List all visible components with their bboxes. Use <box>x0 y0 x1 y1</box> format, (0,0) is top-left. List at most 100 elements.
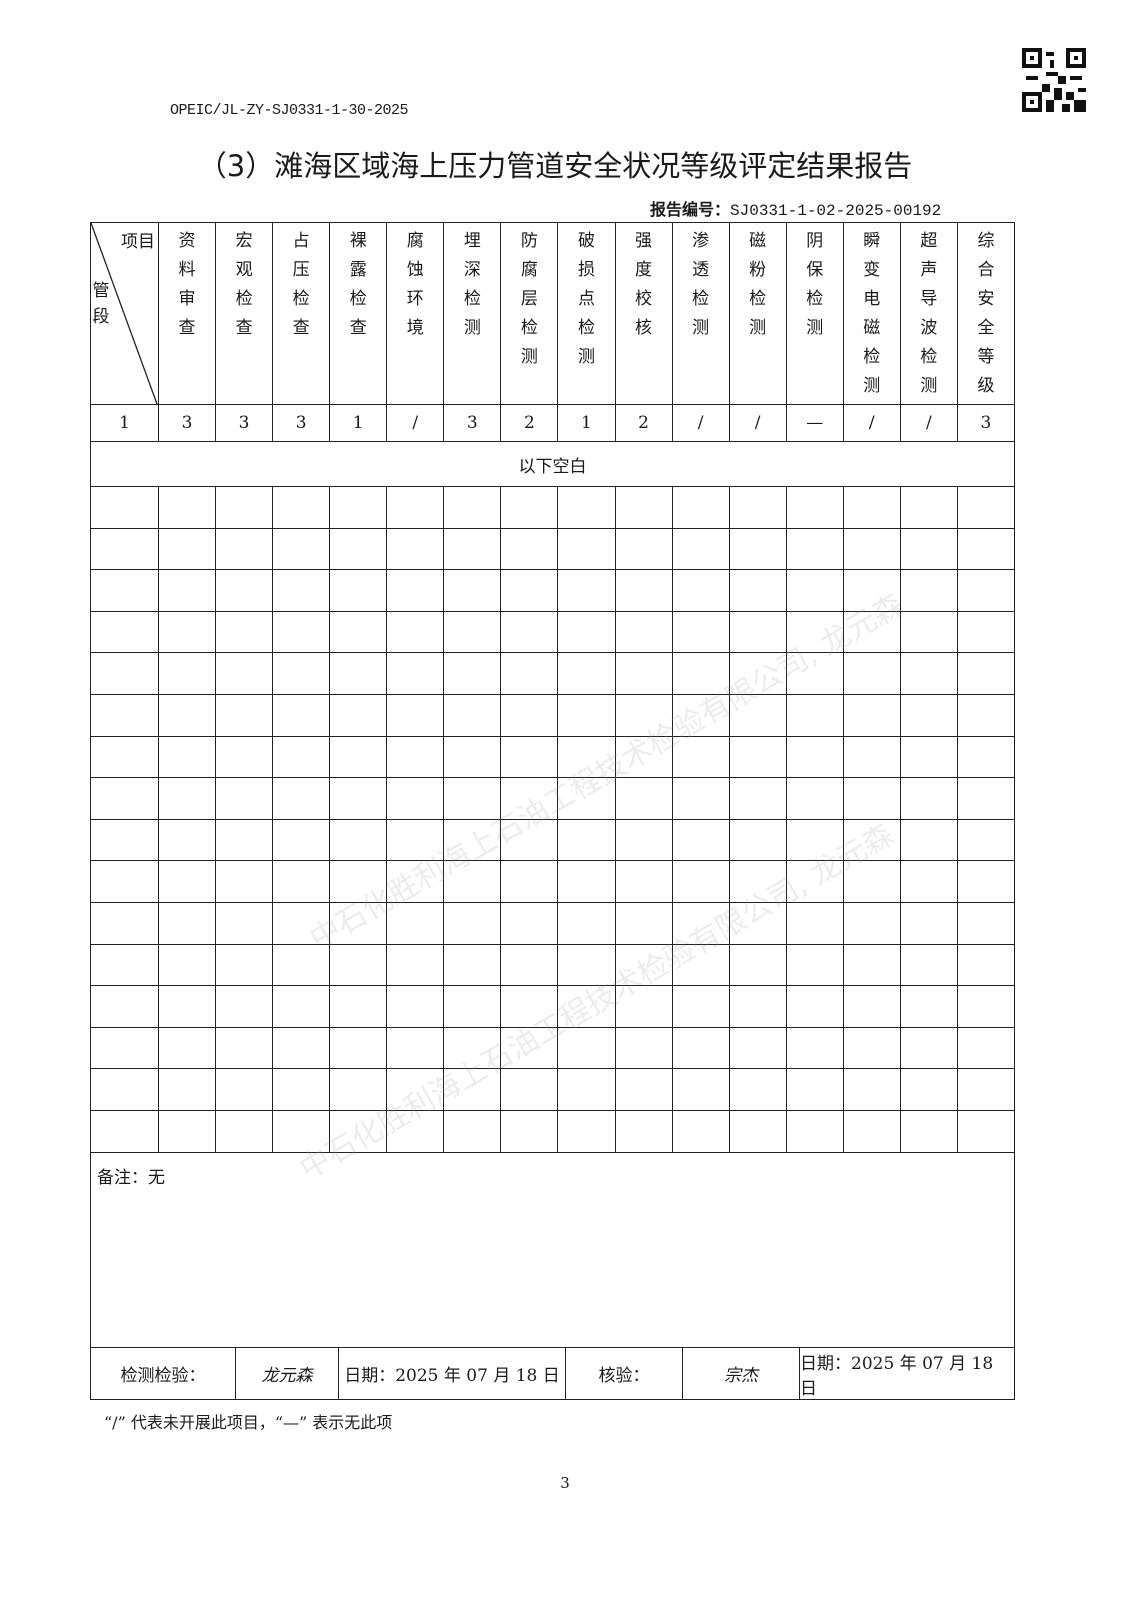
empty-cell <box>614 818 673 862</box>
empty-cell <box>728 818 787 862</box>
empty-cell <box>671 777 730 820</box>
empty-cell <box>899 1026 958 1070</box>
empty-cell <box>842 985 901 1028</box>
empty-cell <box>386 1109 445 1153</box>
table-cell: 3 <box>956 404 1016 442</box>
empty-cell <box>215 652 274 695</box>
report-number: 报告编号：SJ0331-1-02-2025-00192 <box>650 196 941 220</box>
empty-row <box>90 985 1016 1028</box>
empty-cell <box>500 1068 559 1111</box>
empty-cell <box>443 901 502 945</box>
empty-cell <box>785 569 844 612</box>
empty-cell <box>215 901 274 945</box>
empty-cell <box>329 777 388 820</box>
column-header-text: 渗透检测 <box>692 231 710 338</box>
empty-cell <box>557 610 616 654</box>
empty-row <box>90 652 1016 695</box>
empty-cell <box>842 693 901 737</box>
column-header-text: 宏观检查 <box>235 231 253 338</box>
empty-cell <box>899 943 958 987</box>
empty-cell <box>557 777 616 820</box>
empty-cell <box>557 735 616 779</box>
column-header: 裸露检查 <box>329 222 388 405</box>
empty-cell <box>899 777 958 820</box>
empty-cell <box>899 610 958 654</box>
empty-cell <box>785 860 844 903</box>
column-header: 破损点检测 <box>557 222 616 405</box>
column-header-text: 破损点检测 <box>577 231 595 367</box>
empty-cell <box>215 777 274 820</box>
table-cell: / <box>899 404 958 442</box>
empty-cell <box>614 985 673 1028</box>
empty-cell <box>956 1109 1016 1153</box>
empty-cell <box>157 735 217 779</box>
empty-cell <box>157 943 217 987</box>
empty-cell <box>157 901 217 945</box>
empty-cell <box>157 1068 217 1111</box>
empty-cell <box>272 1068 331 1111</box>
empty-cell <box>671 985 730 1028</box>
empty-cell <box>272 1026 331 1070</box>
empty-cell <box>557 486 616 529</box>
empty-cell <box>842 943 901 987</box>
empty-row <box>90 860 1016 903</box>
blank-row: 以下空白 <box>90 441 1015 487</box>
empty-cell <box>842 735 901 779</box>
empty-row <box>90 901 1016 945</box>
empty-cell <box>956 901 1016 945</box>
table-cell: / <box>671 404 730 442</box>
empty-cell <box>500 901 559 945</box>
empty-cell <box>671 652 730 695</box>
empty-cell <box>90 1026 159 1070</box>
empty-cell <box>956 610 1016 654</box>
empty-cell <box>443 1026 502 1070</box>
empty-cell <box>443 527 502 571</box>
empty-row <box>90 610 1016 654</box>
empty-cell <box>785 777 844 820</box>
empty-cell <box>215 1068 274 1111</box>
footnote: “/” 代表未开展此项目，“—” 表示无此项 <box>104 1413 393 1432</box>
empty-cell <box>728 527 787 571</box>
empty-cell <box>329 901 388 945</box>
empty-row <box>90 1026 1016 1070</box>
empty-cell <box>785 735 844 779</box>
empty-cell <box>272 777 331 820</box>
empty-cell <box>215 860 274 903</box>
empty-cell <box>785 527 844 571</box>
column-header: 占压检查 <box>272 222 331 405</box>
empty-cell <box>386 943 445 987</box>
empty-cell <box>842 652 901 695</box>
column-header: 超声导波检测 <box>899 222 958 405</box>
empty-cell <box>671 901 730 945</box>
empty-cell <box>443 777 502 820</box>
empty-cell <box>557 1026 616 1070</box>
empty-cell <box>329 1068 388 1111</box>
empty-cell <box>386 860 445 903</box>
empty-cell <box>614 610 673 654</box>
empty-cell <box>443 652 502 695</box>
remarks-box: 备注：无 <box>90 1153 1015 1348</box>
empty-cell <box>157 693 217 737</box>
empty-cell <box>386 693 445 737</box>
empty-cell <box>443 610 502 654</box>
empty-cell <box>500 1026 559 1070</box>
empty-cell <box>671 735 730 779</box>
empty-cell <box>557 652 616 695</box>
empty-cell <box>899 860 958 903</box>
empty-cell <box>500 610 559 654</box>
empty-cell <box>500 818 559 862</box>
empty-cell <box>728 985 787 1028</box>
empty-cell <box>329 693 388 737</box>
empty-cell <box>614 777 673 820</box>
table-cell: / <box>728 404 787 442</box>
empty-cell <box>443 693 502 737</box>
qr-code <box>1022 48 1086 112</box>
empty-cell <box>215 1109 274 1153</box>
empty-cell <box>785 1068 844 1111</box>
empty-cell <box>671 860 730 903</box>
empty-cell <box>614 527 673 571</box>
empty-cell <box>956 1026 1016 1070</box>
empty-cell <box>842 1026 901 1070</box>
empty-cell <box>215 818 274 862</box>
column-header: 强度校核 <box>614 222 673 405</box>
